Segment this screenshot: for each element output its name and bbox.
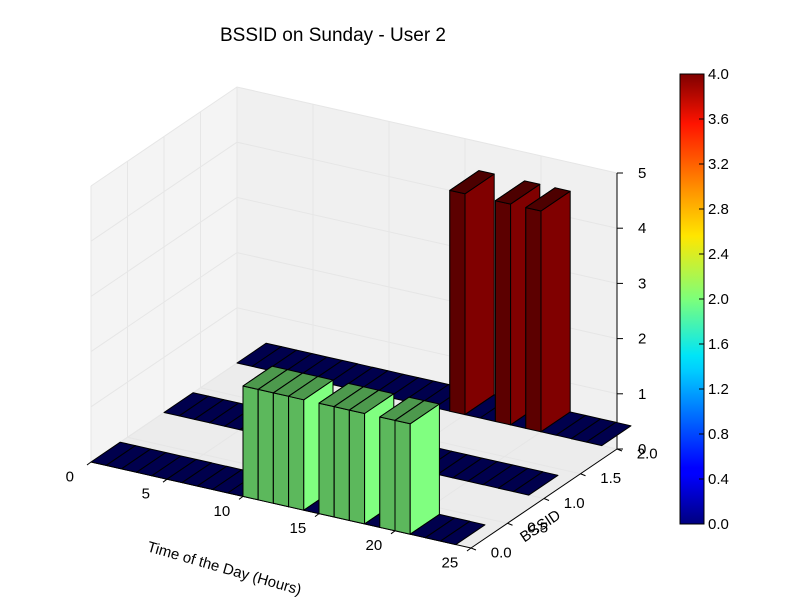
bar-top-face [348, 389, 395, 414]
z-tick-label: 5 [638, 165, 646, 182]
bar-top-face [288, 376, 334, 401]
bar-top-face [440, 520, 486, 546]
bar-front-face [288, 395, 305, 511]
colorbar: 0.0 0.4 0.8 1.2 1.6 2.0 2.4 2.8 3.2 3.6 4.0 [679, 66, 729, 533]
bar-front-face [449, 189, 466, 416]
bar-right-face [464, 173, 495, 416]
bar-top-face [449, 170, 495, 195]
z-tick-label: 4 [638, 220, 646, 237]
x-tick-mark [86, 461, 92, 466]
bar [525, 187, 571, 433]
x-tick-label: 0 [66, 468, 74, 485]
x-tick-label: 5 [142, 486, 150, 503]
colorbar-tick-label: 0.4 [708, 471, 729, 488]
bar [513, 471, 559, 496]
bar [449, 170, 495, 416]
colorbar-ticks: 0.0 0.4 0.8 1.2 1.6 2.0 2.4 2.8 3.2 3.6 4.0 [699, 66, 729, 533]
x-tick-mark [314, 513, 320, 517]
colorbar-tick-label: 2.8 [708, 201, 729, 218]
z-tick-label: 2 [638, 331, 646, 348]
colorbar-tick-label: 2.4 [708, 246, 729, 263]
y-tick-label: 0.0 [491, 544, 512, 561]
bar-front-face [318, 402, 335, 518]
y-tick-mark [470, 547, 477, 551]
colorbar-tick-label: 2.0 [708, 291, 729, 308]
bar-front-face [494, 200, 512, 426]
colorbar-tick-label: 1.6 [708, 336, 729, 353]
bar [494, 180, 541, 426]
x-tick-label: 15 [289, 520, 306, 537]
x-tick-label: 20 [365, 537, 382, 554]
y-tick-mark [507, 522, 513, 526]
bar-top-face [586, 421, 632, 447]
bar-top-face [394, 400, 440, 425]
bar-front-face [242, 385, 259, 501]
x-tick-mark [390, 530, 396, 535]
y-tick-label: 0.5 [527, 520, 548, 537]
y-tick-mark [580, 473, 586, 477]
grid-line [90, 86, 618, 187]
z-tick-label: 1 [638, 386, 646, 403]
x-tick-mark [238, 495, 244, 500]
bar [394, 400, 440, 535]
bar-front-face [272, 392, 290, 508]
bar [348, 389, 395, 525]
z-tick-label: 3 [638, 275, 646, 292]
bar-front-face [525, 207, 542, 433]
y-tick-label: 1.5 [600, 470, 621, 487]
bar-top-face [525, 187, 571, 212]
colorbar-tick-label: 1.2 [708, 381, 729, 398]
bar-right-face [409, 403, 440, 535]
colorbar-tick-label: 3.6 [708, 111, 729, 128]
y-tick-label: 1.0 [564, 495, 585, 512]
x-axis-label: Time of the Day (Hours) [145, 539, 303, 599]
bar [586, 421, 632, 447]
bar-front-face [394, 419, 411, 535]
bar-top-face [513, 471, 559, 496]
bar-right-face [540, 190, 571, 433]
colorbar-tick-label: 3.2 [708, 156, 729, 173]
y-tick-label: 2.0 [637, 445, 658, 462]
colorbar-tick-label: 4.0 [708, 66, 729, 83]
x-tick-label: 10 [213, 503, 230, 520]
bar-front-face [348, 409, 366, 525]
bar-front-face [333, 406, 350, 521]
bar-front-face [379, 416, 396, 532]
chart-title: BSSID on Sunday - User 2 [220, 25, 446, 46]
y-tick-mark [543, 498, 550, 501]
bar [440, 520, 486, 546]
bar-top-face [494, 180, 541, 205]
bars [90, 170, 632, 546]
z-tick-label: 0 [638, 441, 646, 458]
x-tick-mark [466, 547, 472, 552]
x-tick-mark [162, 478, 168, 483]
colorbar-tick-label: 0.8 [708, 426, 729, 443]
bar-front-face [257, 388, 274, 504]
colorbar-tick-label: 0.0 [708, 516, 729, 533]
x-tick-label: 25 [441, 554, 458, 571]
